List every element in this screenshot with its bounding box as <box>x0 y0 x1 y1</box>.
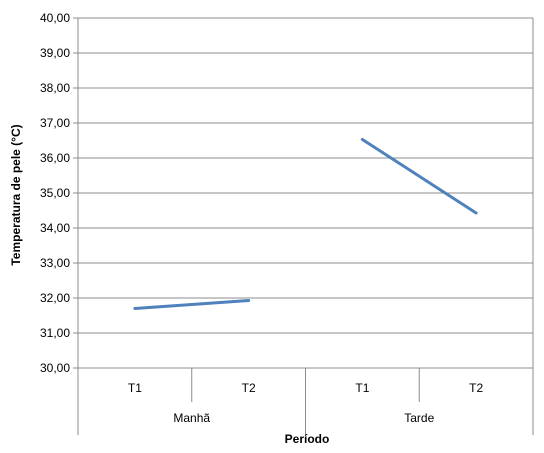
x-axis-title: Período <box>285 432 330 446</box>
x-group-label: Manhã <box>173 411 210 425</box>
y-tick-label: 35,00 <box>40 186 70 200</box>
y-tick-label: 32,00 <box>40 291 70 305</box>
gridlines <box>78 17 533 334</box>
y-tick-label: 37,00 <box>40 116 70 130</box>
y-tick-label: 34,00 <box>40 221 70 235</box>
x-group-label: Tarde <box>404 411 434 425</box>
y-axis-ticks: 30,00 31,00 32,00 33,00 34,00 35,00 36,00 37,00… <box>40 11 78 375</box>
x-tick-label: T1 <box>355 381 369 395</box>
y-tick-label: 36,00 <box>40 151 70 165</box>
y-tick-label: 39,00 <box>40 46 70 60</box>
y-tick-label: 40,00 <box>40 11 70 25</box>
y-axis-title: Temperatura de pele (°C) <box>9 124 23 265</box>
x-tick-label: T2 <box>469 381 483 395</box>
y-tick-label: 38,00 <box>40 81 70 95</box>
x-axis-categories: T1 T2 Manhã T1 T2 Tarde <box>128 368 483 435</box>
y-tick-label: 30,00 <box>40 361 70 375</box>
series-lines <box>133 137 478 310</box>
y-tick-label: 31,00 <box>40 326 70 340</box>
x-tick-label: T1 <box>128 381 142 395</box>
series-line-segment <box>133 298 251 310</box>
y-tick-label: 33,00 <box>40 256 70 270</box>
x-tick-label: T2 <box>242 381 256 395</box>
series-line-segment <box>360 137 478 215</box>
